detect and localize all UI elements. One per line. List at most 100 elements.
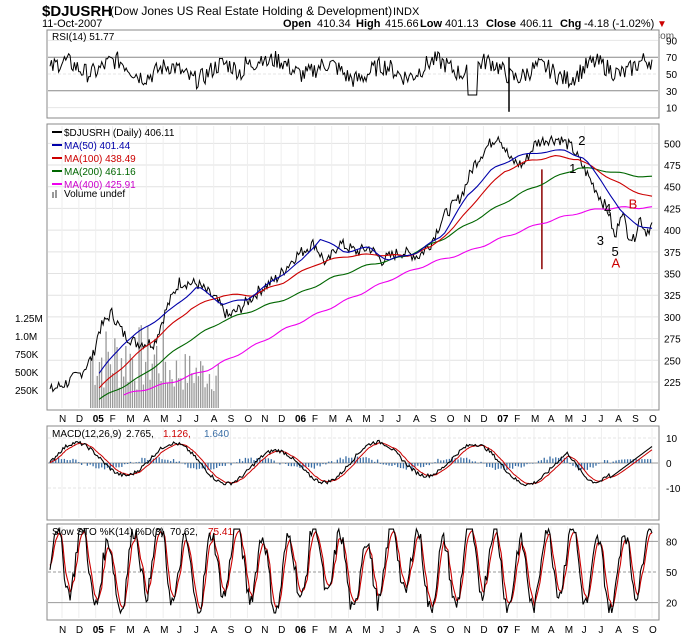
chg-value: -4.18 (-1.02%) — [584, 18, 654, 30]
x-tick-label-bottom: F — [312, 625, 318, 636]
x-tick-label: J — [396, 414, 401, 425]
x-tick-label: J — [379, 414, 384, 425]
x-tick-label: A — [346, 414, 353, 425]
x-tick-label-bottom: A — [211, 625, 218, 636]
open-label: Open — [283, 18, 311, 30]
sto-title: Slow STO %K(14) %D(3) — [52, 527, 164, 538]
macd-tick-label: 0 — [666, 459, 672, 470]
legend-ma200-swatch — [52, 170, 62, 172]
volume-bar — [120, 358, 123, 408]
x-tick-label: A — [548, 414, 555, 425]
macd-value: 2.765, — [126, 429, 154, 440]
volume-bar — [94, 384, 96, 408]
sto-d-value: 75.41 — [208, 527, 233, 538]
volume-tick-label: 500K — [15, 368, 39, 379]
x-tick-label: O — [649, 414, 657, 425]
x-tick-label: 05 — [93, 414, 105, 425]
sto-k-value: 70.62, — [170, 527, 198, 538]
volume-tick-label: 250K — [15, 386, 39, 397]
volume-bar — [184, 354, 186, 408]
x-tick-label-bottom: J — [194, 625, 199, 636]
volume-bar — [175, 360, 178, 408]
rsi-title: RSI(14) 51.77 — [52, 32, 115, 43]
x-tick-label: J — [598, 414, 603, 425]
volume-bar — [90, 358, 92, 408]
legend-ma400: MA(400) 425.91 — [64, 180, 136, 191]
ma400-line — [123, 206, 653, 396]
x-tick-label-bottom: F — [514, 625, 520, 636]
legend-price-swatch — [52, 131, 62, 133]
rsi-tick-label: 90 — [666, 36, 678, 47]
price-tick-label: 350 — [664, 270, 681, 281]
volume-bar — [208, 374, 211, 408]
x-tick-label-bottom: S — [430, 625, 437, 636]
rsi-line — [49, 50, 653, 96]
macd-title: MACD(12,26,9) — [52, 429, 121, 440]
x-tick-label: O — [244, 414, 252, 425]
volume-bar — [123, 376, 125, 408]
volume-bar — [178, 378, 180, 408]
legend-ma200: MA(200) 461.16 — [64, 167, 136, 178]
wave-label: 1 — [569, 161, 576, 176]
sto-tick-label: 50 — [666, 568, 678, 579]
legend-ma50: MA(50) 401.44 — [64, 141, 131, 152]
close-value: 406.11 — [520, 18, 553, 30]
price-tick-label: 300 — [664, 313, 681, 324]
x-tick-label-bottom: M — [329, 625, 337, 636]
x-tick-label: M — [531, 414, 539, 425]
volume-bar — [131, 358, 134, 408]
volume-bar — [103, 387, 105, 408]
low-label: Low — [420, 18, 442, 30]
volume-tick-label: 750K — [15, 350, 39, 361]
wave-label: A — [611, 255, 620, 270]
x-tick-label-bottom: O — [447, 625, 455, 636]
x-tick-label: N — [464, 414, 471, 425]
price-tick-label: 250 — [664, 356, 681, 367]
x-tick-label-bottom: M — [531, 625, 539, 636]
price-tick-label: 275 — [664, 335, 681, 346]
volume-bar — [169, 370, 171, 408]
x-tick-label-bottom: J — [582, 625, 587, 636]
legend-volume: Volume undef — [64, 189, 125, 200]
x-tick-label: F — [312, 414, 318, 425]
exchange: INDX — [393, 6, 420, 18]
x-tick-label-bottom: D — [480, 625, 487, 636]
x-tick-label: M — [160, 414, 168, 425]
volume-bar — [153, 354, 156, 408]
x-tick-label-bottom: A — [615, 625, 622, 636]
volume-bar — [136, 389, 138, 408]
x-tick-label: N — [261, 414, 268, 425]
x-tick-label-bottom: D — [76, 625, 83, 636]
down-arrow-icon: ▼ — [657, 19, 667, 30]
x-tick-label: S — [430, 414, 437, 425]
close-label: Close — [486, 18, 516, 30]
x-tick-label-bottom: A — [548, 625, 555, 636]
wave-label: 2 — [578, 133, 585, 148]
legend-volume-swatch-2 — [55, 190, 57, 198]
sto-tick-label: 20 — [666, 599, 678, 610]
volume-bar — [197, 376, 200, 408]
sto-d-line — [49, 529, 653, 610]
volume-bar — [96, 375, 98, 408]
volume-bar — [217, 364, 219, 408]
volume-bar — [101, 357, 103, 408]
sto-tick-label: 80 — [666, 537, 678, 548]
x-tick-label-bottom: J — [396, 625, 401, 636]
wave-label: 4 — [604, 201, 611, 216]
volume-bar — [140, 325, 142, 408]
price-tick-label: 450 — [664, 183, 681, 194]
price-legend: $DJUSRH (Daily) 406.11 MA(50) 401.44 MA(… — [52, 128, 175, 200]
x-tick-label-bottom: 06 — [295, 625, 307, 636]
volume-bar — [215, 375, 217, 408]
volume-bar — [105, 331, 107, 408]
volume-bar — [92, 353, 94, 408]
x-tick-label: D — [480, 414, 487, 425]
open-value: 410.34 — [317, 18, 351, 30]
x-tick-label-bottom: N — [464, 625, 471, 636]
volume-bar — [180, 378, 182, 408]
price-panel — [46, 123, 660, 411]
x-tick-label: M — [565, 414, 573, 425]
volume-bar — [200, 361, 202, 408]
volume-bar — [186, 382, 189, 408]
x-tick-label-bottom: 07 — [497, 625, 509, 636]
